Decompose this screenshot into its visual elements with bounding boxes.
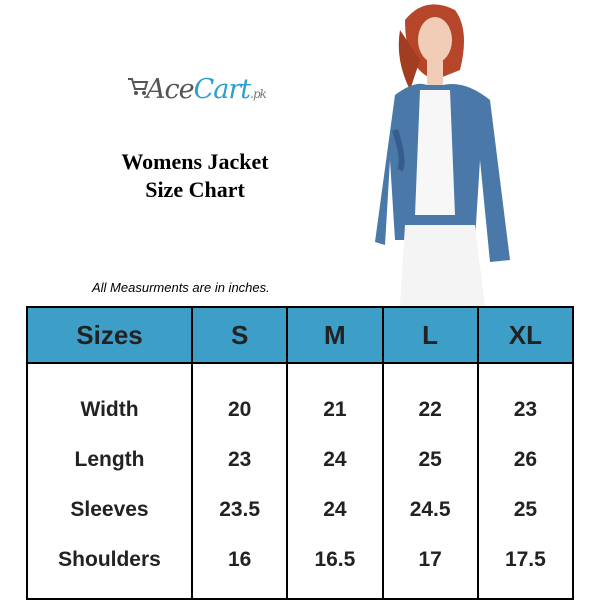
cell-value: 16.5 (286, 535, 384, 600)
logo-part1: Ace (146, 74, 195, 105)
cell-value: 17.5 (476, 535, 575, 600)
measurement-note: All Measurments are in inches. (92, 280, 270, 295)
header-cell: M (286, 306, 384, 364)
cell-value: 23 (476, 363, 575, 435)
table-header-row: Sizes S M L XL (26, 306, 575, 364)
table-row: Length 23 24 25 26 (26, 435, 575, 485)
cell-value: 17 (381, 535, 479, 600)
header-cell: Sizes (26, 306, 193, 364)
cell-value: 16 (190, 535, 289, 600)
logo-part2: Cart (193, 74, 252, 105)
cell-value: 24.5 (381, 485, 479, 535)
title-line2: Size Chart (145, 177, 245, 202)
cell-value: 25 (476, 485, 575, 535)
cell-value: 22 (381, 363, 479, 435)
cell-value: 23 (190, 435, 289, 485)
brand-logo: AceCart.pk (128, 74, 267, 105)
cell-value: 21 (286, 363, 384, 435)
cell-value: 25 (381, 435, 479, 485)
header-cell: XL (476, 306, 575, 364)
header-cell: L (381, 306, 479, 364)
size-chart-table: Sizes S M L XL Width 20 21 22 23 Length 23 24 25… (26, 306, 575, 600)
cell-value: 23.5 (190, 485, 289, 535)
table-row: Width 20 21 22 23 (26, 363, 575, 435)
cell-value: 24 (286, 435, 384, 485)
table-row: Sleeves 23.5 24 24.5 25 (26, 485, 575, 535)
row-label: Length (26, 435, 193, 485)
row-label: Sleeves (26, 485, 193, 535)
row-label: Width (26, 363, 193, 435)
cell-value: 20 (190, 363, 289, 435)
title-line1: Womens Jacket (121, 149, 269, 174)
cart-icon (128, 78, 149, 95)
cell-value: 24 (286, 485, 384, 535)
page-title: Womens Jacket Size Chart (90, 148, 300, 204)
logo-suffix: .pk (250, 87, 267, 101)
table-row: Shoulders 16 16.5 17 17.5 (26, 535, 575, 600)
header-cell: S (190, 306, 289, 364)
model-photo (375, 4, 510, 306)
cell-value: 26 (476, 435, 575, 485)
row-label: Shoulders (26, 535, 193, 600)
